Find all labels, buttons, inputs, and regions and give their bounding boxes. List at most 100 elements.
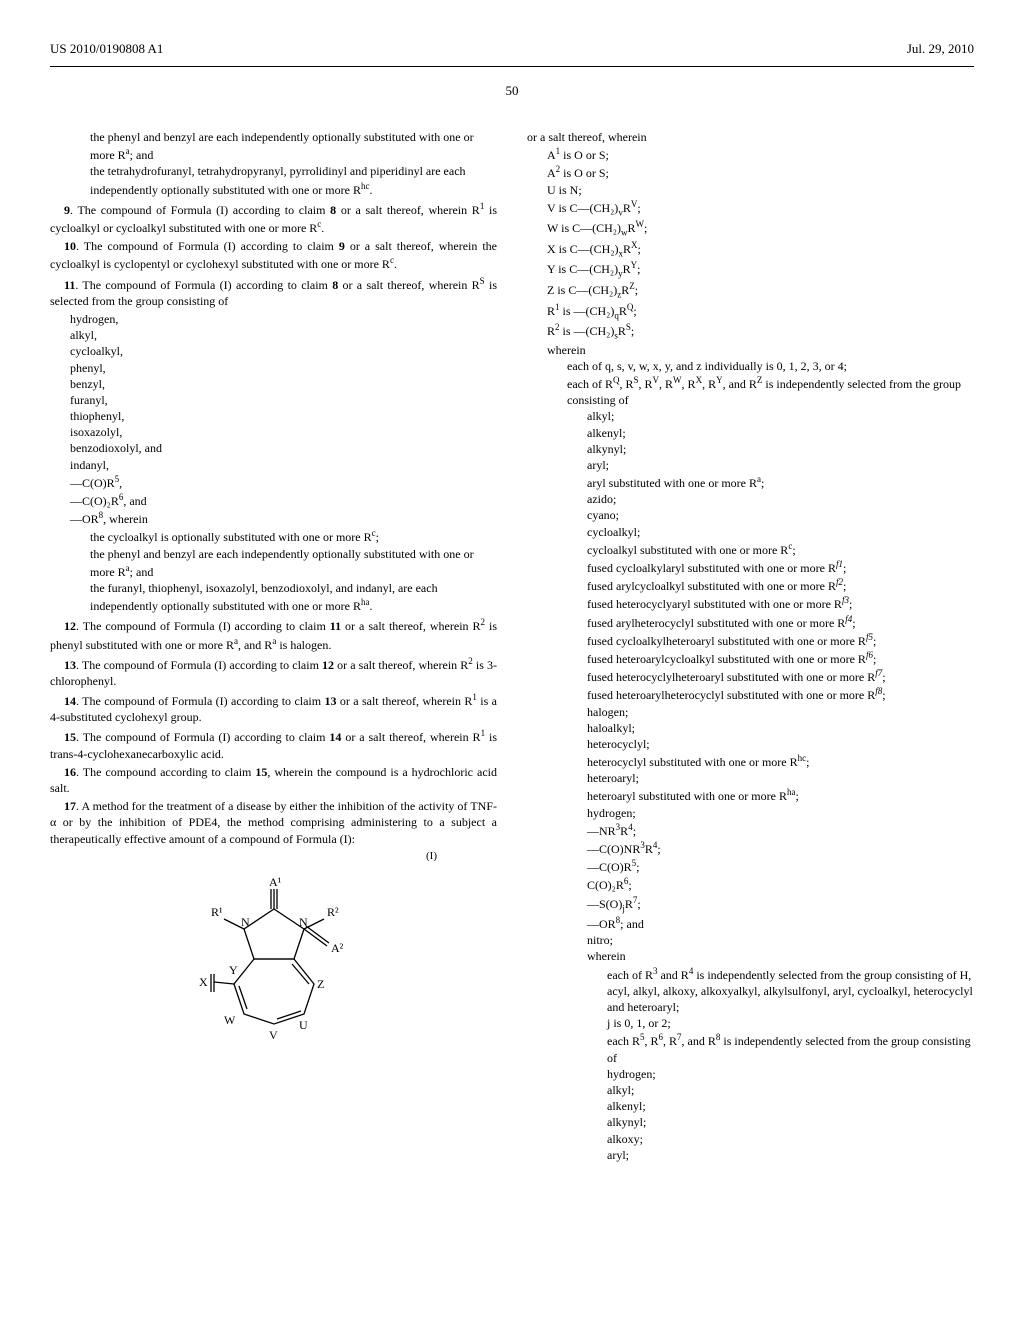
list-item: cycloalkyl; xyxy=(527,524,974,540)
list-item: alkyl; xyxy=(527,1082,974,1098)
text: each R5, R6, R7, and R8 is independently… xyxy=(527,1031,974,1065)
doc-date: Jul. 29, 2010 xyxy=(907,40,974,58)
list-item: alkyl; xyxy=(527,408,974,424)
list-item: aryl substituted with one or more Ra; xyxy=(527,473,974,491)
list-item: —C(O)NR3R4; xyxy=(527,839,974,857)
list-item: furanyl, xyxy=(50,392,497,408)
formula-label: (I) xyxy=(50,849,497,864)
list-item: fused cycloalkylaryl substituted with on… xyxy=(527,558,974,576)
list-item: alkynyl; xyxy=(527,441,974,457)
list-item: heterocyclyl; xyxy=(527,736,974,752)
svg-text:A²: A² xyxy=(331,941,344,955)
list-item: alkenyl; xyxy=(527,1098,974,1114)
list-item: aryl; xyxy=(527,1147,974,1163)
claim-10: 10. The compound of Formula (I) accordin… xyxy=(50,238,497,272)
svg-text:Y: Y xyxy=(229,963,238,977)
list-item: fused heterocyclyaryl substituted with o… xyxy=(527,594,974,612)
claim-13: 13. The compound of Formula (I) accordin… xyxy=(50,655,497,689)
list-item: alkoxy; xyxy=(527,1131,974,1147)
svg-text:X: X xyxy=(199,975,208,989)
list-item: alkynyl; xyxy=(527,1114,974,1130)
text: R2 is —(CH₂)sRS; xyxy=(527,321,974,342)
text: wherein xyxy=(527,342,974,358)
list-item: —S(O)jR7; xyxy=(527,894,974,915)
list-item: hydrogen; xyxy=(527,805,974,821)
list-item: benzyl, xyxy=(50,376,497,392)
text: X is C—(CH₂)xRX; xyxy=(527,239,974,260)
list-item: cycloalkyl, xyxy=(50,343,497,359)
list-item: hydrogen, xyxy=(50,311,497,327)
list-item: isoxazolyl, xyxy=(50,424,497,440)
list-item: thiophenyl, xyxy=(50,408,497,424)
list-item: fused heterocyclylheteroaryl substituted… xyxy=(527,667,974,685)
text: j is 0, 1, or 2; xyxy=(527,1015,974,1031)
text: Y is C—(CH₂)yRY; xyxy=(527,259,974,280)
claim-9: 9. The compound of Formula (I) according… xyxy=(50,200,497,236)
content-columns: the phenyl and benzyl are each independe… xyxy=(50,129,974,1163)
list-item: phenyl, xyxy=(50,360,497,376)
text: each of RQ, RS, RV, RW, RX, RY, and RZ i… xyxy=(527,374,974,408)
svg-text:R¹: R¹ xyxy=(211,905,223,919)
svg-text:Z: Z xyxy=(317,977,324,991)
list-item: fused heteroarylheterocyclyl substituted… xyxy=(527,685,974,703)
list-item: nitro; xyxy=(527,932,974,948)
text: A1 is O or S; xyxy=(527,145,974,163)
svg-text:V: V xyxy=(269,1028,278,1042)
list-item: —C(O)₂R6, and xyxy=(50,491,497,509)
claim-14: 14. The compound of Formula (I) accordin… xyxy=(50,691,497,725)
text: A2 is O or S; xyxy=(527,163,974,181)
text: or a salt thereof, wherein xyxy=(527,129,974,145)
text: each of R3 and R4 is independently selec… xyxy=(527,965,974,1016)
list-item: —C(O)R5, xyxy=(50,473,497,491)
list-item: heteroaryl substituted with one or more … xyxy=(527,786,974,804)
svg-text:N: N xyxy=(299,915,308,929)
list-item: halogen; xyxy=(527,704,974,720)
right-column: or a salt thereof, wherein A1 is O or S;… xyxy=(527,129,974,1163)
list-item: benzodioxolyl, and xyxy=(50,440,497,456)
claim-11: 11. The compound of Formula (I) accordin… xyxy=(50,275,497,309)
list-item: —OR8; and xyxy=(527,914,974,932)
left-column: the phenyl and benzyl are each independe… xyxy=(50,129,497,1163)
text: the phenyl and benzyl are each independe… xyxy=(50,546,497,580)
claim-17: 17. A method for the treatment of a dise… xyxy=(50,798,497,847)
text: W is C—(CH₂)wRW; xyxy=(527,218,974,239)
list-item: azido; xyxy=(527,491,974,507)
text: each of q, s, v, w, x, y, and z individu… xyxy=(527,358,974,374)
svg-text:U: U xyxy=(299,1018,308,1032)
svg-text:N: N xyxy=(241,915,250,929)
text: U is N; xyxy=(527,182,974,198)
svg-text:W: W xyxy=(224,1013,236,1027)
list-item: —C(O)R5; xyxy=(527,857,974,875)
claim-16: 16. The compound according to claim 15, … xyxy=(50,764,497,796)
list-item: indanyl, xyxy=(50,457,497,473)
claim-12: 12. The compound of Formula (I) accordin… xyxy=(50,616,497,652)
page-number: 50 xyxy=(50,82,974,100)
list-item: —OR8, wherein xyxy=(50,509,497,527)
list-item: fused cycloalkylheteroaryl substituted w… xyxy=(527,631,974,649)
list-item: cyano; xyxy=(527,507,974,523)
doc-id: US 2010/0190808 A1 xyxy=(50,40,163,58)
chemical-structure-diagram: A¹ R¹ R² A² N N X Y Z W V U xyxy=(50,874,497,1058)
list-item: alkyl, xyxy=(50,327,497,343)
list-item: fused heteroarylcycloalkyl substituted w… xyxy=(527,649,974,667)
list-item: heteroaryl; xyxy=(527,770,974,786)
text: R1 is —(CH₂)qRQ; xyxy=(527,301,974,322)
svg-text:R²: R² xyxy=(327,905,339,919)
list-item: aryl; xyxy=(527,457,974,473)
list-item: alkenyl; xyxy=(527,425,974,441)
list-item: fused arylheterocyclyl substituted with … xyxy=(527,613,974,631)
text: V is C—(CH₂)vRV; xyxy=(527,198,974,219)
list-item: —NR3R4; xyxy=(527,821,974,839)
text: the tetrahydrofuranyl, tetrahydropyranyl… xyxy=(50,163,497,197)
list-item: cycloalkyl substituted with one or more … xyxy=(527,540,974,558)
list-item: haloalkyl; xyxy=(527,720,974,736)
svg-text:A¹: A¹ xyxy=(269,875,282,889)
list-item: C(O)₂R6; xyxy=(527,875,974,893)
claim-15: 15. The compound of Formula (I) accordin… xyxy=(50,727,497,761)
text: the cycloalkyl is optionally substituted… xyxy=(50,527,497,545)
header-rule xyxy=(50,66,974,67)
list-item: fused arylcycloalkyl substituted with on… xyxy=(527,576,974,594)
text: wherein xyxy=(527,948,974,964)
list-item: heterocyclyl substituted with one or mor… xyxy=(527,752,974,770)
text: the phenyl and benzyl are each independe… xyxy=(50,129,497,163)
